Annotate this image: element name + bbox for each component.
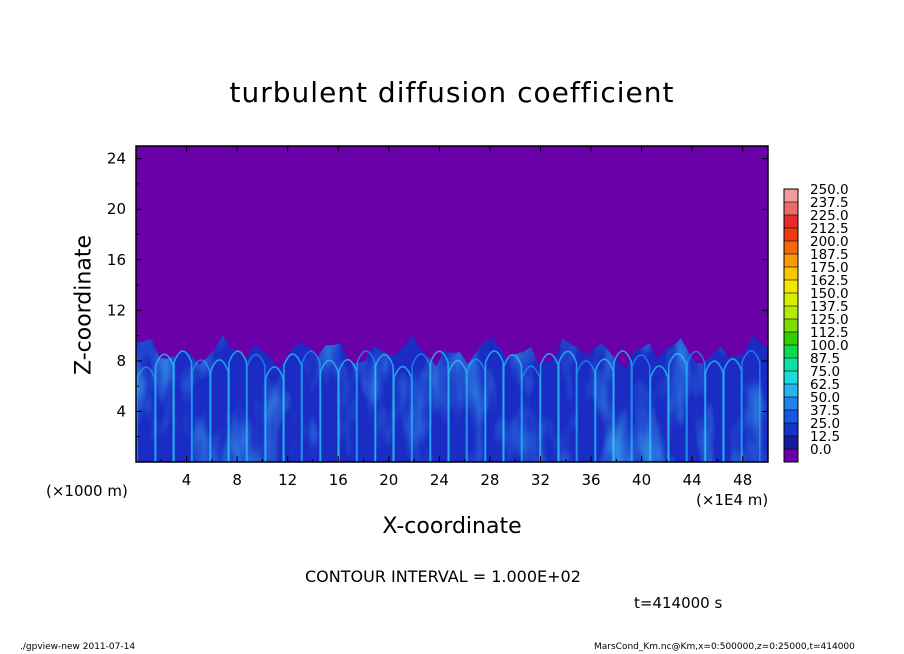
colorbar-label: 175.0 — [810, 260, 849, 276]
x-tick-label: 24 — [430, 471, 449, 489]
x-tick-label: 36 — [581, 471, 600, 489]
colorbar-swatch — [784, 345, 798, 359]
colorbar-label: 237.5 — [810, 195, 849, 211]
turbulent-layer — [136, 334, 768, 462]
y-tick-label: 12 — [107, 301, 126, 319]
x-axis-label-text: X-coordinate — [382, 514, 522, 539]
x-tick-label: 4 — [182, 471, 192, 489]
colorbar-label: 100.0 — [810, 338, 849, 354]
x-tick-label: 20 — [379, 471, 398, 489]
x-tick-label: 48 — [733, 471, 752, 489]
colorbar-label: 75.0 — [810, 364, 840, 380]
colorbar-swatch — [784, 267, 798, 281]
colorbar-label: 187.5 — [810, 247, 849, 263]
colorbar-swatch — [784, 241, 798, 255]
colorbar-label: 225.0 — [810, 208, 849, 224]
y-axis: 4 8 12 16 20 24 — [107, 150, 768, 438]
colorbar-swatch — [784, 410, 798, 424]
x-axis-label: X-coordinate — [0, 514, 904, 539]
footer-program-date: ./gpview-new 2011-07-14 — [20, 642, 136, 652]
x-axis-unit: (×1E4 m) — [696, 491, 769, 509]
colorbar-swatch — [784, 449, 798, 463]
y-tick-label: 16 — [107, 251, 126, 269]
colorbar-swatch — [784, 358, 798, 372]
y-tick-label: 20 — [107, 200, 126, 218]
colorbar-swatch — [784, 371, 798, 385]
colorbar-label: 212.5 — [810, 221, 849, 237]
colorbar-label: 37.5 — [810, 403, 840, 419]
colorbar-swatch — [784, 332, 798, 346]
colorbar-swatch — [784, 397, 798, 411]
colorbar-swatch — [784, 436, 798, 450]
x-tick-label: 8 — [232, 471, 242, 489]
colorbar-label: 62.5 — [810, 377, 840, 393]
colorbar-label: 12.5 — [810, 429, 840, 445]
colorbar-label: 200.0 — [810, 234, 849, 250]
colorbar-swatch — [784, 293, 798, 307]
x-tick-label: 12 — [278, 471, 297, 489]
x-tick-label: 16 — [329, 471, 348, 489]
colorbar-swatch — [784, 202, 798, 216]
colorbar-swatch — [784, 319, 798, 333]
time-label: t=414000 s — [634, 594, 723, 612]
footer-data-source: MarsCond_Km.nc@Km,x=0:500000,z=0:25000,t… — [594, 642, 855, 652]
y-axis-unit: (×1000 m) — [46, 482, 128, 500]
colorbar-swatch — [784, 215, 798, 229]
y-tick-label: 8 — [116, 352, 126, 370]
plot-frame — [135, 145, 769, 463]
colorbar-label: 150.0 — [810, 286, 849, 302]
chart-title: turbulent diffusion coefficient — [229, 76, 675, 109]
colorbar-label: 137.5 — [810, 299, 849, 315]
colorbar-swatch — [784, 254, 798, 268]
y-tick-label: 24 — [107, 150, 126, 168]
colorbar-label: 162.5 — [810, 273, 849, 289]
colorbar-label: 87.5 — [810, 351, 840, 367]
x-tick-label: 44 — [683, 471, 702, 489]
colorbar-swatch — [784, 280, 798, 294]
plot-area — [136, 146, 768, 462]
colorbar-label: 50.0 — [810, 390, 840, 406]
colorbar-label: 25.0 — [810, 416, 840, 432]
y-tick-label: 4 — [116, 402, 126, 420]
x-tick-label: 32 — [531, 471, 550, 489]
colorbar-label: 125.0 — [810, 312, 849, 328]
turbulence-texture — [136, 334, 768, 462]
colorbar-swatch — [784, 228, 798, 242]
colorbar: 250.0237.5225.0212.5200.0187.5175.0162.5… — [783, 182, 849, 463]
contour-interval-text: CONTOUR INTERVAL = 1.000E+02 — [305, 567, 581, 586]
x-tick-label: 40 — [632, 471, 651, 489]
colorbar-swatch — [784, 384, 798, 398]
colorbar-swatch — [784, 306, 798, 320]
colorbar-label: 250.0 — [810, 182, 849, 198]
colorbar-swatch — [784, 423, 798, 437]
colorbar-label: 112.5 — [810, 325, 849, 341]
colorbar-swatch — [784, 189, 798, 203]
x-axis: 4 8 12 16 20 24 28 32 36 40 44 48 — [160, 146, 752, 489]
colorbar-label: 0.0 — [810, 442, 831, 458]
x-tick-label: 28 — [480, 471, 499, 489]
